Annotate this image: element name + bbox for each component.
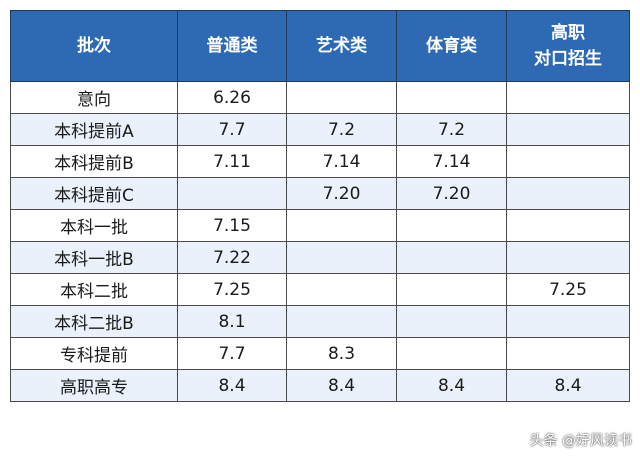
cell-art: 7.20 (286, 177, 397, 210)
header-vocational: 高职 对口招生 (506, 10, 630, 82)
table-header: 批次 普通类 艺术类 体育类 高职 对口招生 (10, 10, 630, 82)
table-row: 本科一批B 7.22 (10, 241, 630, 274)
cell-sports (396, 273, 507, 306)
cell-batch: 本科提前B (10, 145, 178, 178)
cell-art: 8.3 (286, 337, 397, 370)
cell-sports (396, 241, 507, 274)
cell-general: 7.7 (177, 113, 287, 146)
cell-sports: 8.4 (396, 369, 507, 402)
header-batch: 批次 (10, 10, 178, 82)
cell-art (286, 241, 397, 274)
cell-art: 7.2 (286, 113, 397, 146)
table-row: 本科提前C 7.20 7.20 (10, 177, 630, 210)
table-row: 意向 6.26 (10, 81, 630, 114)
table-row: 本科提前A 7.7 7.2 7.2 (10, 113, 630, 146)
cell-batch: 本科一批 (10, 209, 178, 242)
cell-general: 6.26 (177, 81, 287, 114)
cell-batch: 本科二批B (10, 305, 178, 338)
cell-vocational (506, 209, 630, 242)
cell-batch: 本科二批 (10, 273, 178, 306)
cell-general: 8.4 (177, 369, 287, 402)
table-row: 本科二批 7.25 7.25 (10, 273, 630, 306)
table-row: 本科二批B 8.1 (10, 305, 630, 338)
cell-general: 7.11 (177, 145, 287, 178)
cell-general: 7.22 (177, 241, 287, 274)
header-art: 艺术类 (286, 10, 397, 82)
cell-batch: 本科提前C (10, 177, 178, 210)
cell-vocational (506, 113, 630, 146)
cell-general: 7.15 (177, 209, 287, 242)
table-body: 意向 6.26 本科提前A 7.7 7.2 7.2 本科提前B 7.11 7.1… (10, 81, 630, 402)
cell-vocational (506, 177, 630, 210)
cell-sports: 7.20 (396, 177, 507, 210)
cell-vocational (506, 145, 630, 178)
cell-sports (396, 337, 507, 370)
cell-art (286, 209, 397, 242)
admission-schedule-table: 批次 普通类 艺术类 体育类 高职 对口招生 意向 6.26 本科提前A 7.7… (10, 10, 630, 402)
cell-vocational: 8.4 (506, 369, 630, 402)
cell-general: 7.7 (177, 337, 287, 370)
cell-batch: 意向 (10, 81, 178, 114)
table-row: 本科提前B 7.11 7.14 7.14 (10, 145, 630, 178)
cell-sports: 7.14 (396, 145, 507, 178)
cell-general (177, 177, 287, 210)
cell-sports: 7.2 (396, 113, 507, 146)
cell-art (286, 305, 397, 338)
cell-batch: 专科提前 (10, 337, 178, 370)
table-row: 高职高专 8.4 8.4 8.4 8.4 (10, 369, 630, 402)
cell-vocational (506, 241, 630, 274)
header-sports: 体育类 (396, 10, 507, 82)
cell-vocational (506, 305, 630, 338)
cell-batch: 本科一批B (10, 241, 178, 274)
cell-art (286, 81, 397, 114)
schedule-table-container: 批次 普通类 艺术类 体育类 高职 对口招生 意向 6.26 本科提前A 7.7… (10, 10, 630, 402)
source-watermark: 头条 @好风读书 (529, 433, 632, 449)
header-row: 批次 普通类 艺术类 体育类 高职 对口招生 (10, 10, 630, 82)
cell-vocational (506, 81, 630, 114)
cell-sports (396, 209, 507, 242)
cell-sports (396, 305, 507, 338)
table-row: 专科提前 7.7 8.3 (10, 337, 630, 370)
cell-batch: 本科提前A (10, 113, 178, 146)
cell-vocational: 7.25 (506, 273, 630, 306)
cell-vocational (506, 337, 630, 370)
cell-sports (396, 81, 507, 114)
header-general: 普通类 (177, 10, 287, 82)
cell-general: 7.25 (177, 273, 287, 306)
cell-art: 8.4 (286, 369, 397, 402)
cell-art: 7.14 (286, 145, 397, 178)
cell-art (286, 273, 397, 306)
cell-general: 8.1 (177, 305, 287, 338)
table-row: 本科一批 7.15 (10, 209, 630, 242)
cell-batch: 高职高专 (10, 369, 178, 402)
